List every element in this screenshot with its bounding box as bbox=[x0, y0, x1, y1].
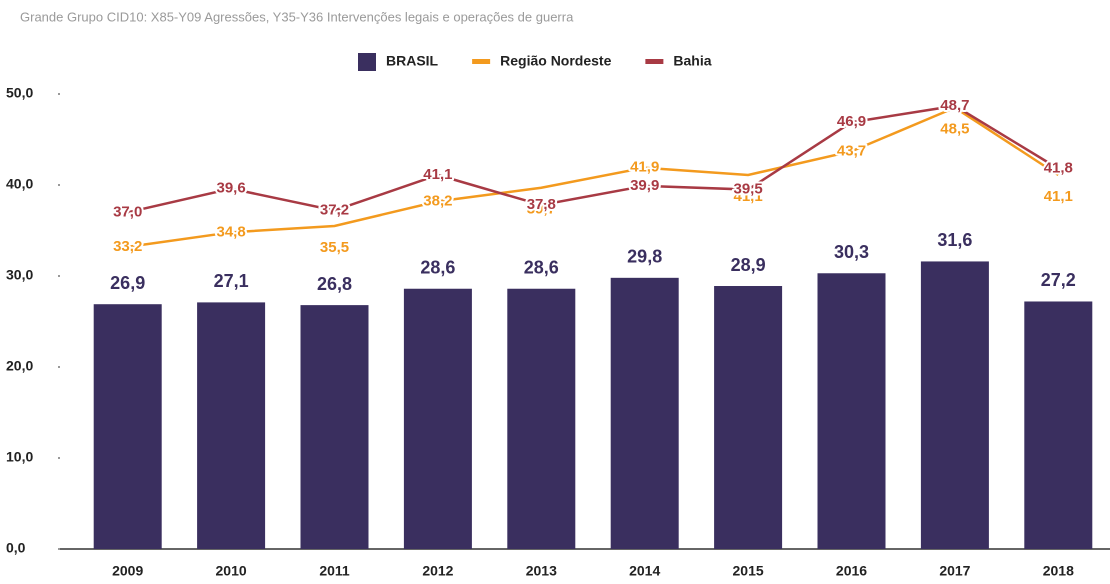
line-value-label: 39,5 bbox=[733, 181, 762, 198]
y-tick-label: 0,0 bbox=[6, 540, 26, 556]
bar bbox=[817, 273, 886, 549]
bar bbox=[714, 286, 783, 549]
line-value-label: 34,8 bbox=[216, 223, 245, 240]
line-value-label: 39,7 bbox=[527, 201, 556, 218]
line-value-label: 48,7 bbox=[940, 97, 969, 114]
bar bbox=[1024, 301, 1093, 549]
line-value-label: 37,2 bbox=[320, 201, 349, 218]
bar-value-label: 27,1 bbox=[214, 271, 249, 291]
bar-value-label: 31,6 bbox=[937, 230, 972, 250]
y-tick-label: 40,0 bbox=[6, 176, 33, 192]
bar bbox=[300, 305, 369, 549]
line-value-label: 37,0 bbox=[113, 203, 142, 220]
x-tick-label: 2010 bbox=[216, 563, 247, 579]
line-value-label: 41,1 bbox=[733, 188, 762, 205]
bar bbox=[197, 302, 266, 549]
x-tick-label: 2015 bbox=[733, 563, 764, 579]
x-tick-label: 2016 bbox=[836, 563, 867, 579]
bar bbox=[403, 288, 472, 549]
line-value-label: 41,1 bbox=[1044, 188, 1073, 205]
y-tick-label: 30,0 bbox=[6, 267, 33, 283]
y-tick-label: 50,0 bbox=[6, 85, 33, 101]
bar bbox=[93, 304, 162, 549]
x-tick-label: 2009 bbox=[112, 563, 143, 579]
legend-label: Região Nordeste bbox=[500, 53, 611, 69]
x-tick-label: 2012 bbox=[422, 563, 453, 579]
y-tick-label: 10,0 bbox=[6, 449, 33, 465]
chart-title: Grande Grupo CID10: X85-Y09 Agressões, Y… bbox=[20, 9, 574, 24]
x-tick-label: 2018 bbox=[1043, 563, 1074, 579]
bar-value-label: 28,6 bbox=[524, 257, 559, 277]
line bbox=[127, 104, 1059, 214]
line-value-label: 41,8 bbox=[1044, 160, 1073, 177]
line-value-label: 41,9 bbox=[630, 159, 659, 176]
line-value-label: 46,9 bbox=[837, 113, 866, 130]
bar-value-label: 27,2 bbox=[1041, 270, 1076, 290]
line-value-label: 37,8 bbox=[527, 196, 556, 213]
bar-value-label: 28,6 bbox=[420, 257, 455, 277]
y-tick-label: 20,0 bbox=[6, 358, 33, 374]
line-value-label: 43,7 bbox=[837, 142, 866, 159]
legend-label: BRASIL bbox=[386, 53, 439, 69]
line-value-label: 41,1 bbox=[423, 166, 452, 183]
legend-swatch bbox=[472, 59, 491, 64]
bar-value-label: 26,8 bbox=[317, 274, 352, 294]
bar-value-label: 26,9 bbox=[110, 273, 145, 293]
x-tick-label: 2013 bbox=[526, 563, 557, 579]
x-tick-label: 2014 bbox=[629, 563, 660, 579]
bar bbox=[507, 288, 576, 549]
bar bbox=[920, 261, 989, 549]
line-value-label: 48,5 bbox=[940, 121, 969, 138]
bar-value-label: 30,3 bbox=[834, 242, 869, 262]
line-value-label: 35,5 bbox=[320, 239, 349, 256]
bar-value-label: 29,8 bbox=[627, 247, 662, 267]
x-tick-label: 2017 bbox=[939, 563, 970, 579]
legend-swatch bbox=[358, 53, 376, 71]
line-value-label: 39,6 bbox=[216, 180, 245, 197]
line-value-label: 38,2 bbox=[423, 192, 452, 209]
line-value-label: 39,9 bbox=[630, 177, 659, 194]
bar bbox=[610, 277, 679, 549]
legend-swatch bbox=[645, 59, 664, 64]
legend-label: Bahia bbox=[673, 53, 711, 69]
x-tick-label: 2011 bbox=[319, 563, 350, 579]
line-value-label: 33,2 bbox=[113, 238, 142, 255]
bar-value-label: 28,9 bbox=[731, 255, 766, 275]
line bbox=[127, 106, 1059, 249]
